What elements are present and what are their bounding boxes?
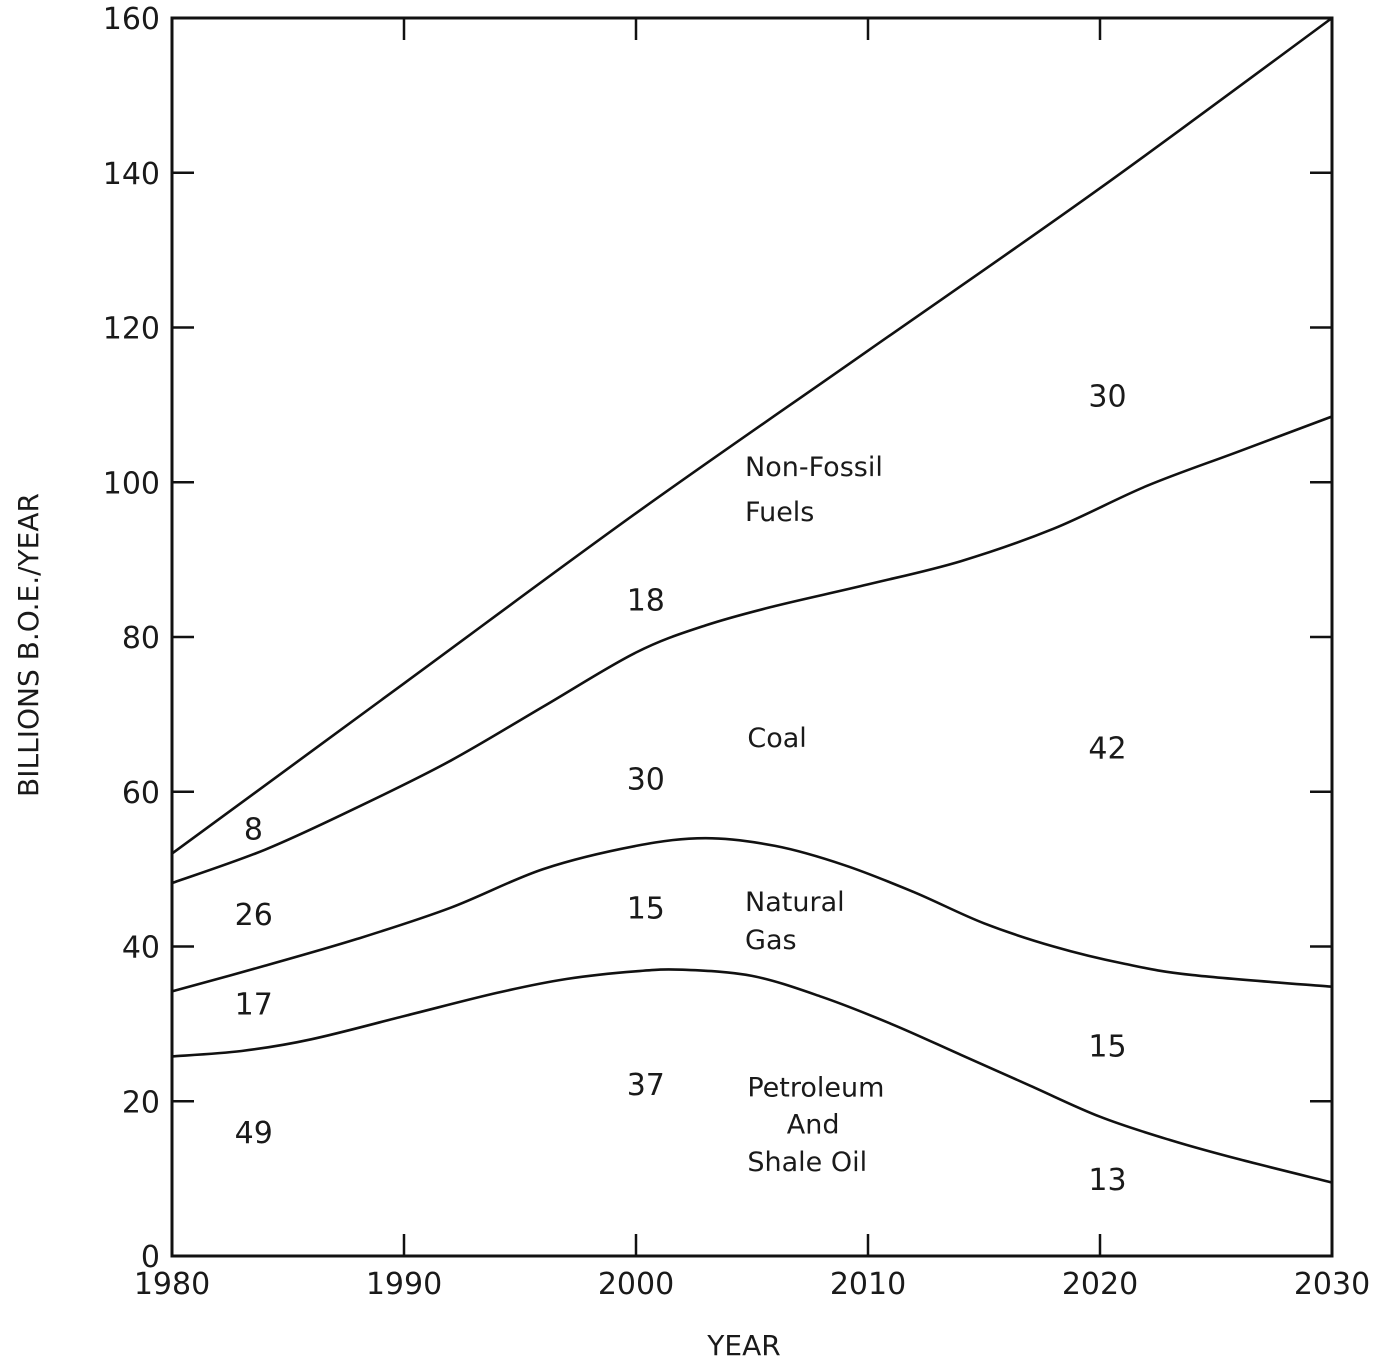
y-tick-label: 80: [122, 621, 160, 656]
region-label: And: [787, 1110, 840, 1141]
series-lines: [171, 16, 1333, 1184]
series-line: [171, 836, 1333, 993]
region-label: Coal: [747, 723, 806, 754]
axis-ticks: 1980 1990 2000 2010 2020 2030 0 20 40 60 80 100 120 1…: [103, 2, 1370, 1302]
value-label: 49: [235, 1116, 273, 1151]
region-label: Natural: [745, 887, 845, 918]
value-label: 15: [627, 892, 665, 927]
value-label: 26: [235, 898, 273, 933]
value-label: 30: [1088, 379, 1126, 414]
value-label: 17: [235, 988, 273, 1023]
y-tick-label: 100: [103, 466, 160, 501]
y-tick-label: 40: [122, 931, 160, 966]
y-tick-label: 0: [141, 1240, 160, 1275]
x-tick-label: 2030: [1294, 1267, 1370, 1302]
value-label: 8: [244, 813, 263, 848]
region-label: Non-Fossil: [745, 452, 883, 483]
value-label: 18: [627, 584, 665, 619]
region-label: Shale Oil: [747, 1147, 867, 1178]
x-tick-label: 2000: [598, 1267, 674, 1302]
value-label: 15: [1088, 1029, 1126, 1064]
value-label: 30: [627, 762, 665, 797]
region-label: Petroleum: [747, 1073, 884, 1104]
y-tick-label: 140: [103, 157, 160, 192]
series-line: [171, 968, 1333, 1184]
plot-frame: [170, 16, 1334, 1258]
annotation-labels: Non-Fossil Fuels Coal Natural Gas Petroleum An…: [235, 379, 1127, 1198]
x-tick-label: 2010: [830, 1267, 906, 1302]
x-tick-label: 1980: [134, 1267, 210, 1302]
y-tick-label: 160: [103, 2, 160, 37]
y-tick-label: 20: [122, 1085, 160, 1120]
value-label: 13: [1088, 1163, 1126, 1198]
series-line: [171, 415, 1333, 885]
y-tick-label: 120: [103, 312, 160, 347]
region-label: Fuels: [745, 497, 814, 528]
region-label: Gas: [745, 925, 797, 956]
x-tick-label: 2020: [1062, 1267, 1138, 1302]
value-label: 37: [627, 1068, 665, 1103]
value-label: 42: [1088, 731, 1126, 766]
x-tick-label: 1990: [366, 1267, 442, 1302]
x-axis-title: YEAR: [706, 1329, 780, 1362]
y-axis-title: BILLIONS B.O.E./YEAR: [12, 493, 45, 797]
y-tick-label: 60: [122, 776, 160, 811]
series-line: [171, 16, 1333, 855]
